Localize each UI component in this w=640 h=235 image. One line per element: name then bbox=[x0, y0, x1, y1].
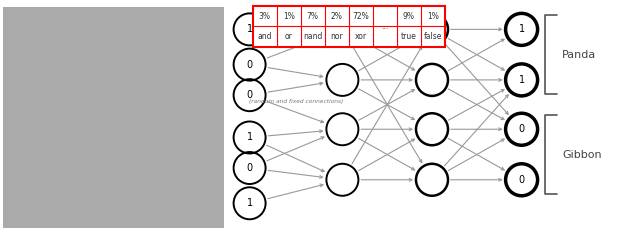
Text: nand: nand bbox=[303, 32, 323, 41]
Text: and: and bbox=[257, 32, 272, 41]
Text: 1: 1 bbox=[246, 133, 253, 142]
Text: 1: 1 bbox=[246, 198, 253, 208]
FancyBboxPatch shape bbox=[253, 6, 445, 47]
Text: 0: 0 bbox=[518, 124, 525, 134]
Text: 1%: 1% bbox=[427, 12, 439, 21]
Text: 1: 1 bbox=[246, 24, 253, 34]
Text: xor: xor bbox=[355, 32, 367, 41]
Text: 0: 0 bbox=[518, 175, 525, 185]
Text: 7%: 7% bbox=[307, 12, 319, 21]
Text: 2%: 2% bbox=[331, 12, 343, 21]
Text: 9%: 9% bbox=[403, 12, 415, 21]
Text: Gibbon: Gibbon bbox=[562, 149, 602, 160]
Text: 0: 0 bbox=[246, 163, 253, 173]
Text: 1%: 1% bbox=[283, 12, 295, 21]
Text: (random and fixed connections): (random and fixed connections) bbox=[248, 99, 343, 104]
Text: 72%: 72% bbox=[353, 12, 369, 21]
Text: ...: ... bbox=[381, 22, 388, 31]
Text: false: false bbox=[424, 32, 442, 41]
Text: 1: 1 bbox=[518, 24, 525, 34]
Text: 1: 1 bbox=[518, 75, 525, 85]
Text: 0: 0 bbox=[246, 90, 253, 100]
Text: 0: 0 bbox=[246, 60, 253, 70]
Text: 3%: 3% bbox=[259, 12, 271, 21]
Text: Panda: Panda bbox=[562, 50, 596, 60]
Text: nor: nor bbox=[330, 32, 343, 41]
Text: true: true bbox=[401, 32, 417, 41]
Text: or: or bbox=[285, 32, 292, 41]
